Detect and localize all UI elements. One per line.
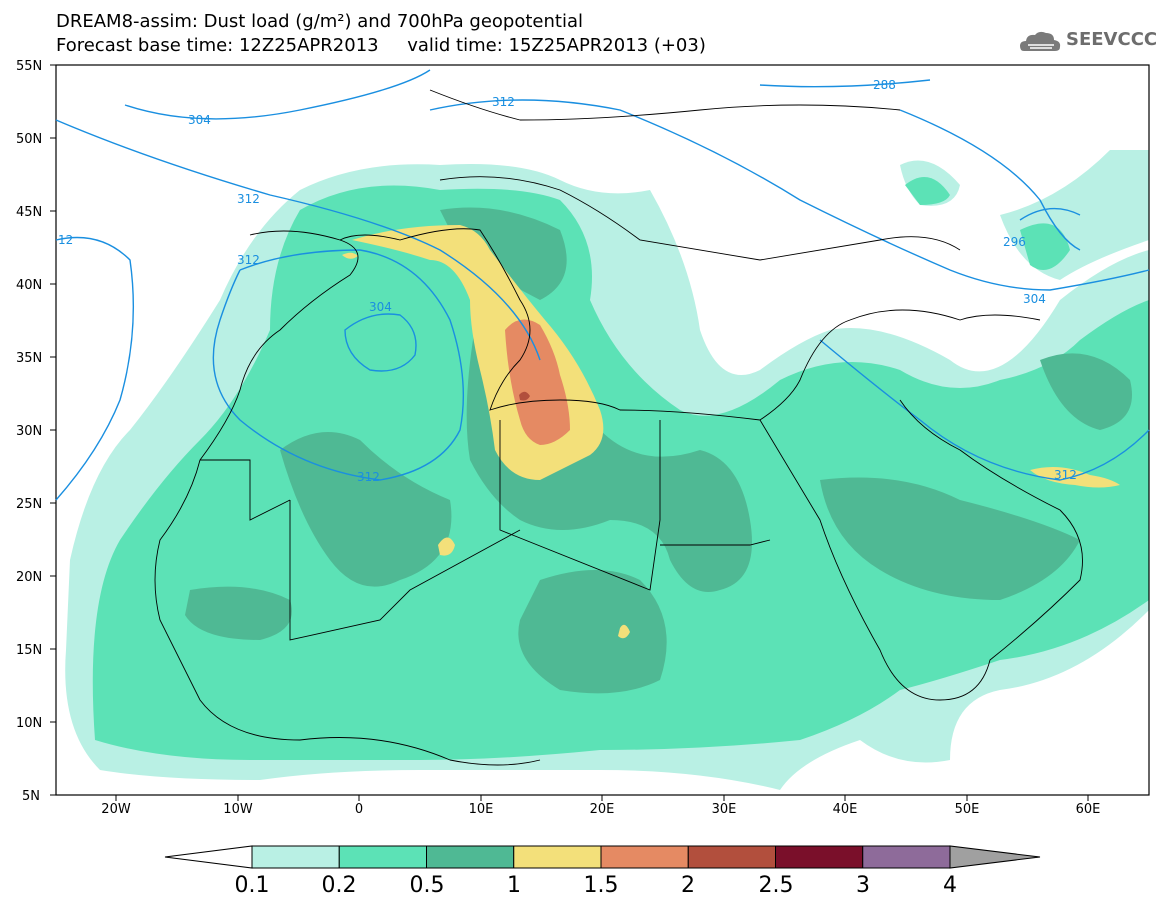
colorbar-swatch [426, 845, 515, 869]
dust-region-2 [519, 391, 530, 401]
lat-label: 25N [16, 497, 42, 512]
colorbar-label: 2 [681, 873, 695, 898]
colorbar-label: 2.5 [758, 873, 794, 898]
lon-label: 10E [469, 802, 494, 817]
lat-label: 15N [16, 643, 42, 658]
lat-label: 35N [16, 351, 42, 366]
colorbar-over-triangle [949, 845, 1041, 869]
dust-field [56, 65, 1149, 795]
contour-label: 312 [1054, 468, 1077, 482]
lon-label: 50E [955, 802, 980, 817]
colorbar-swatch [600, 845, 689, 869]
colorbar-swatch [687, 845, 776, 869]
colorbar-label: 1 [507, 873, 521, 898]
lon-label: 20E [590, 802, 615, 817]
dust-region-1.5 [505, 319, 570, 445]
colorbar-swatch [513, 845, 602, 869]
colorbar-label: 0.1 [234, 873, 270, 898]
logo-text: SEEVCCC [1066, 29, 1158, 50]
colorbar-label: 4 [943, 873, 957, 898]
colorbar-label: 3 [856, 873, 870, 898]
lat-label: 5N [22, 789, 40, 804]
lat-label: 20N [16, 570, 42, 585]
lat-label: 50N [16, 132, 42, 147]
lon-label: 40E [833, 802, 858, 817]
contour-label: 12 [58, 233, 73, 247]
coastlines [154, 89, 1083, 766]
colorbar-label: 1.5 [583, 873, 619, 898]
colorbar-under-triangle [164, 845, 253, 869]
colorbar-swatch [338, 845, 427, 869]
lat-label: 30N [16, 424, 42, 439]
contour-labels: 304 312 288 312 312 304 312 296 304 312 … [58, 78, 1077, 484]
colorbar [164, 845, 1041, 869]
contour-label: 312 [237, 253, 260, 267]
contour-label: 304 [369, 300, 392, 314]
contour-label: 296 [1003, 235, 1026, 249]
lon-label: 0 [355, 802, 363, 817]
contour-label: 288 [873, 78, 896, 92]
lon-label: 30E [712, 802, 737, 817]
lon-label: 20W [101, 802, 131, 817]
contour-label: 312 [357, 470, 380, 484]
lon-axis: 20W 10W 0 10E 20E 30E 40E 50E 60E [101, 802, 1100, 817]
contour-label: 312 [237, 192, 260, 206]
lat-label: 40N [16, 278, 42, 293]
lon-label: 60E [1076, 802, 1101, 817]
contour-label: 304 [1023, 292, 1046, 306]
lat-label: 45N [16, 205, 42, 220]
forecast-time-subtitle: Forecast base time: 12Z25APR2013 valid t… [56, 35, 706, 56]
lat-label: 10N [16, 716, 42, 731]
colorbar-swatch [862, 845, 951, 869]
colorbar-swatch [775, 845, 864, 869]
lon-label: 10W [223, 802, 253, 817]
geopotential-contours [55, 69, 1150, 501]
contour-label: 304 [188, 113, 211, 127]
colorbar-label: 0.2 [321, 873, 357, 898]
chart-title: DREAM8-assim: Dust load (g/m²) and 700hP… [56, 11, 583, 32]
contour-label: 312 [492, 95, 515, 109]
cloud-icon [1020, 31, 1061, 51]
colorbar-swatch [251, 845, 340, 869]
colorbar-label: 0.5 [409, 873, 445, 898]
lat-label: 55N [16, 59, 42, 74]
lat-axis: 55N 50N 45N 40N 35N 30N 25N 20N 15N 10N … [16, 59, 42, 804]
